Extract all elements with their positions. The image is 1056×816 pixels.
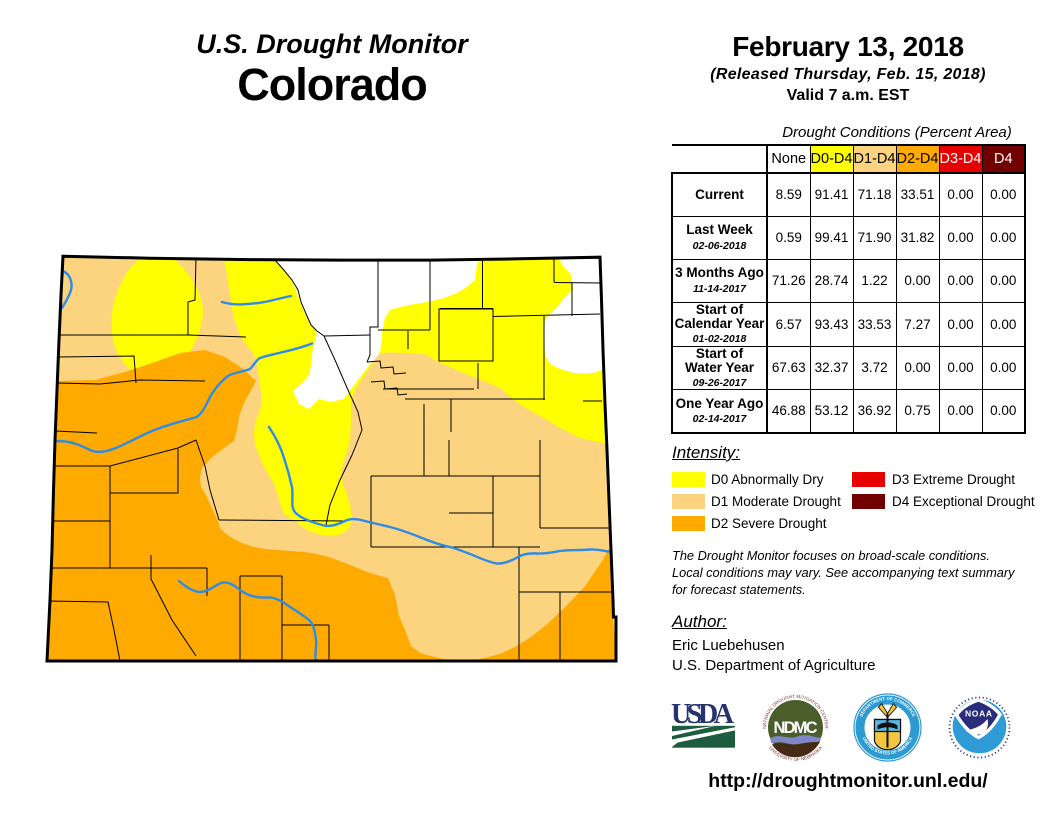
svg-text:NDMC: NDMC	[774, 719, 818, 737]
svg-text:NOAA: NOAA	[965, 709, 992, 719]
svg-text:USDA: USDA	[671, 699, 735, 730]
